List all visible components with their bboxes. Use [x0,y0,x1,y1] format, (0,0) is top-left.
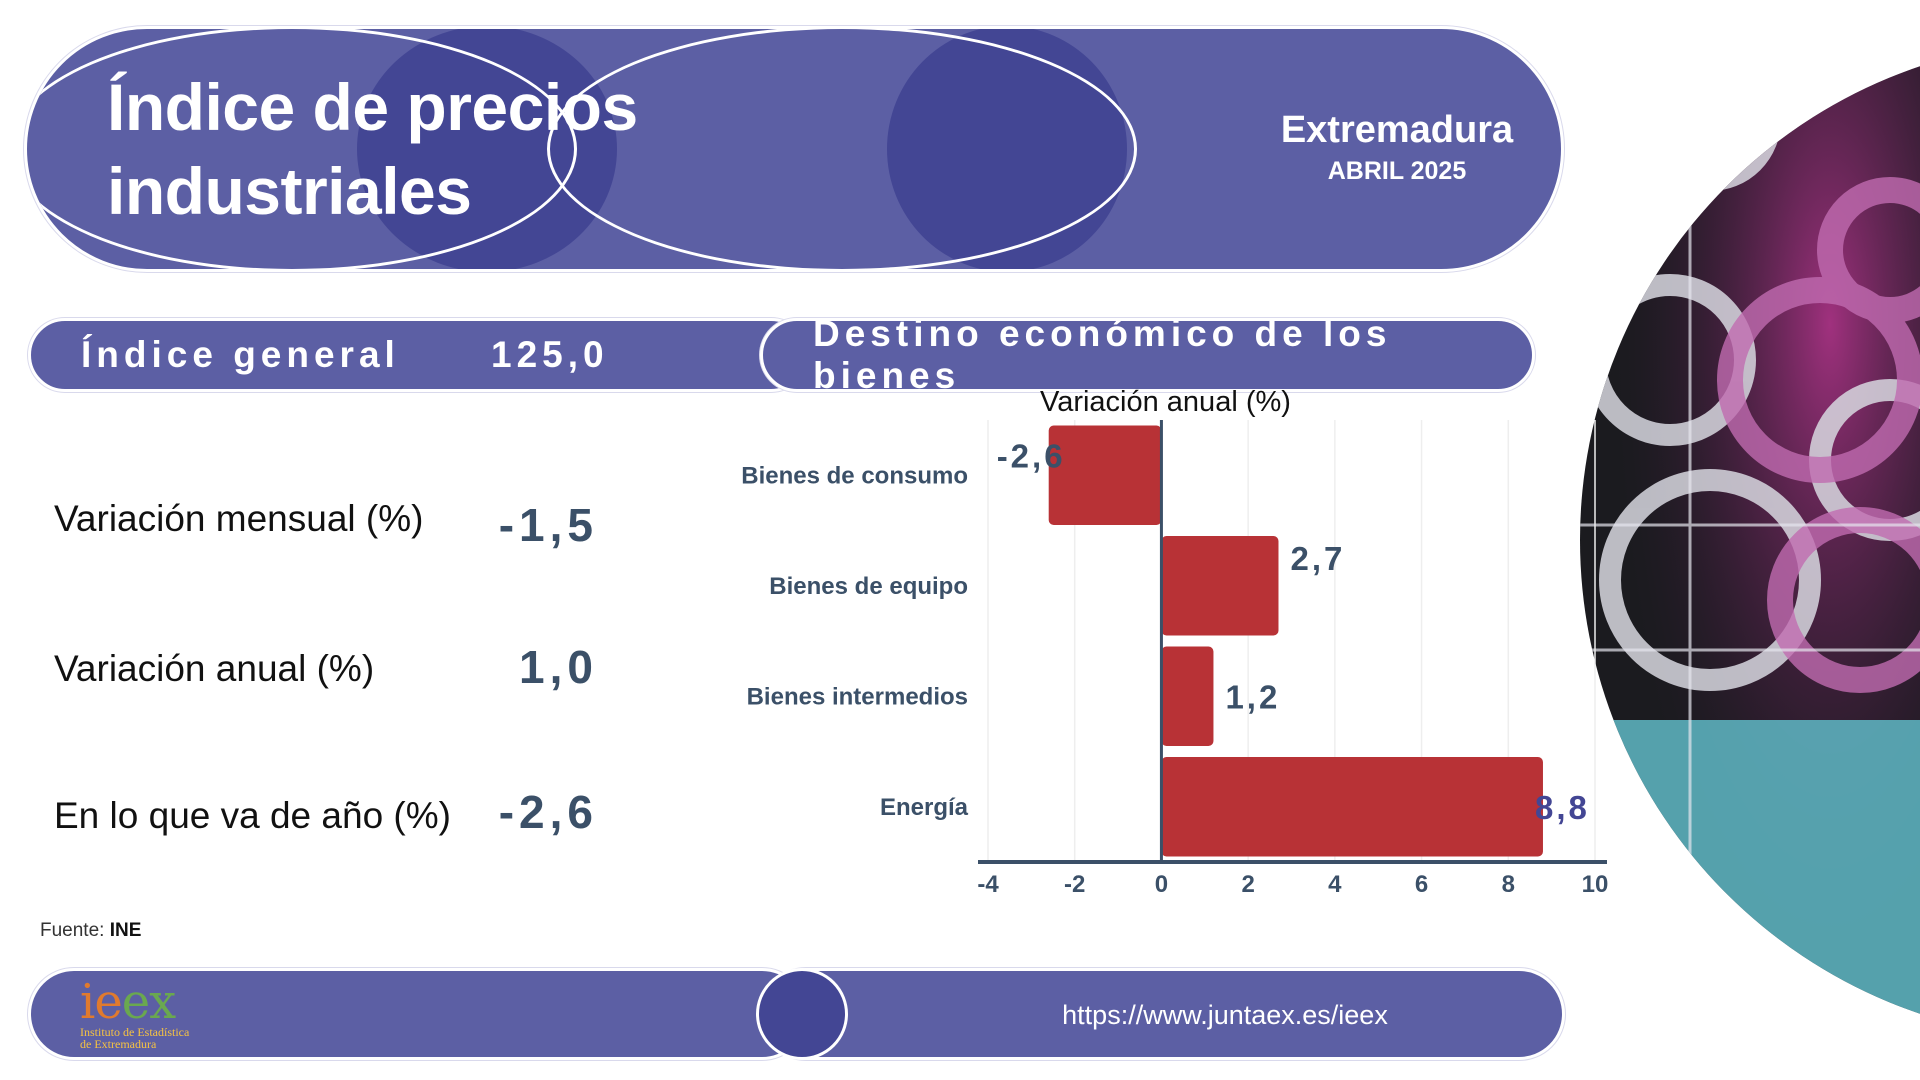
data-label-0: -2,6 [997,437,1066,474]
general-index-bar: Índice general 125,0 [28,318,808,392]
source-note: Fuente: INE [40,920,141,942]
region-label: Extremadura [1280,109,1514,151]
general-index-label: Índice general [81,334,400,375]
title-line-1: Índice de precios [107,70,638,144]
category-label-1: Bienes de equipo [769,573,968,600]
gears-decoration [1580,40,1920,1040]
header-ring-right [547,29,1137,269]
section-title-bar: Destino económico de los bienes [760,313,1535,396]
stat-value-monthly: -1,5 [498,499,598,551]
header-banner: Índice de precios industriales Extremadu… [24,26,1564,272]
logo-line-1: Instituto de Estadística [80,1025,190,1039]
footer-left-bar [28,968,808,1060]
x-tick-label-3: 2 [1241,871,1254,898]
bar-0 [1048,425,1162,525]
stat-value-ytd: -2,6 [498,786,598,838]
stat-label-ytd: En lo que va de año (%) [54,795,451,836]
x-tick-label-1: -2 [1064,871,1085,898]
x-tick-label-0: -4 [977,871,999,898]
stat-value-annual: 1,0 [519,641,598,693]
general-index-value: 125,0 [491,334,609,375]
data-label-3: 8,8 [1535,789,1590,826]
date-label: ABRIL 2025 [1327,157,1467,185]
bar-3 [1161,757,1543,857]
footer-divider-circle [756,968,848,1060]
x-tick-label-4: 4 [1328,871,1342,898]
data-label-2: 1,2 [1225,678,1280,715]
category-label-3: Energía [880,794,969,821]
ieex-logo: ieex Instituto de Estadística de Extrema… [80,978,189,1050]
footer-right-bar [760,968,1565,1060]
section-title: Destino económico de los bienes [813,313,1392,396]
data-label-1: 2,7 [1290,540,1345,577]
x-tick-label-6: 8 [1502,871,1515,898]
bar-1 [1161,536,1279,636]
page-title: Índice de precios industriales [107,65,638,233]
source-name: INE [109,920,142,941]
category-label-0: Bienes de consumo [741,462,968,489]
logo-word: ieex [80,974,176,1030]
chart-title: Variación anual (%) [1040,386,1291,418]
category-label-2: Bienes intermedios [747,683,968,710]
x-tick-label-2: 0 [1155,871,1168,898]
source-prefix: Fuente: [40,920,105,941]
bar-2 [1161,646,1214,746]
title-line-2: industriales [107,154,472,228]
footer-url-link[interactable]: https://www.juntaex.es/ieex [1062,1000,1388,1030]
logo-line-2: de Extremadura [80,1037,157,1051]
stat-label-monthly: Variación mensual (%) [54,498,424,539]
stat-label-annual: Variación anual (%) [54,648,375,689]
x-tick-label-7: 10 [1582,871,1609,898]
x-tick-label-5: 6 [1415,871,1428,898]
